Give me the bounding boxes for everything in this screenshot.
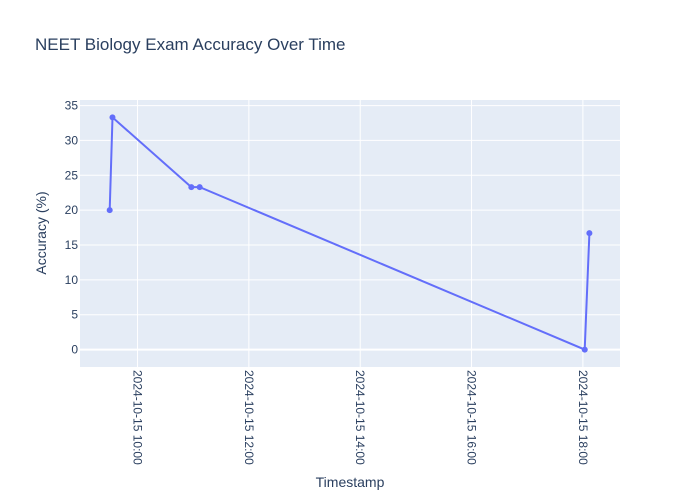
y-axis-title: Accuracy (%)	[33, 191, 49, 274]
x-tick-label: 2024-10-15 18:00	[576, 370, 590, 465]
x-tick-label: 2024-10-15 16:00	[465, 370, 479, 465]
data-point	[196, 184, 203, 191]
y-tick-label: 20	[65, 203, 79, 217]
y-tick-label: 10	[65, 273, 79, 287]
y-tick-label: 15	[65, 238, 79, 252]
y-tick-label: 30	[65, 133, 79, 147]
data-point	[188, 184, 195, 191]
x-axis-title: Timestamp	[316, 474, 385, 490]
series-layer	[106, 114, 593, 353]
x-tick-label: 2024-10-15 10:00	[131, 370, 145, 465]
x-tick-label: 2024-10-15 14:00	[353, 370, 367, 465]
data-point	[109, 114, 116, 121]
data-point	[106, 207, 113, 214]
y-tick-label: 0	[71, 343, 78, 357]
y-tick-label: 5	[71, 308, 78, 322]
chart-title: NEET Biology Exam Accuracy Over Time	[35, 35, 346, 54]
x-tick-label: 2024-10-15 12:00	[242, 370, 256, 465]
y-tick-label: 25	[65, 168, 79, 182]
grid-lines	[80, 100, 620, 367]
y-tick-label: 35	[65, 99, 79, 113]
data-point	[586, 230, 593, 237]
x-axis-ticks: 2024-10-15 10:00 2024-10-15 12:00 2024-10-…	[131, 370, 590, 465]
plot-area	[80, 100, 620, 367]
series-line	[108, 115, 591, 352]
data-point	[581, 346, 588, 353]
y-axis-ticks: 0 5 10 15 20 25 30 35	[65, 99, 79, 357]
